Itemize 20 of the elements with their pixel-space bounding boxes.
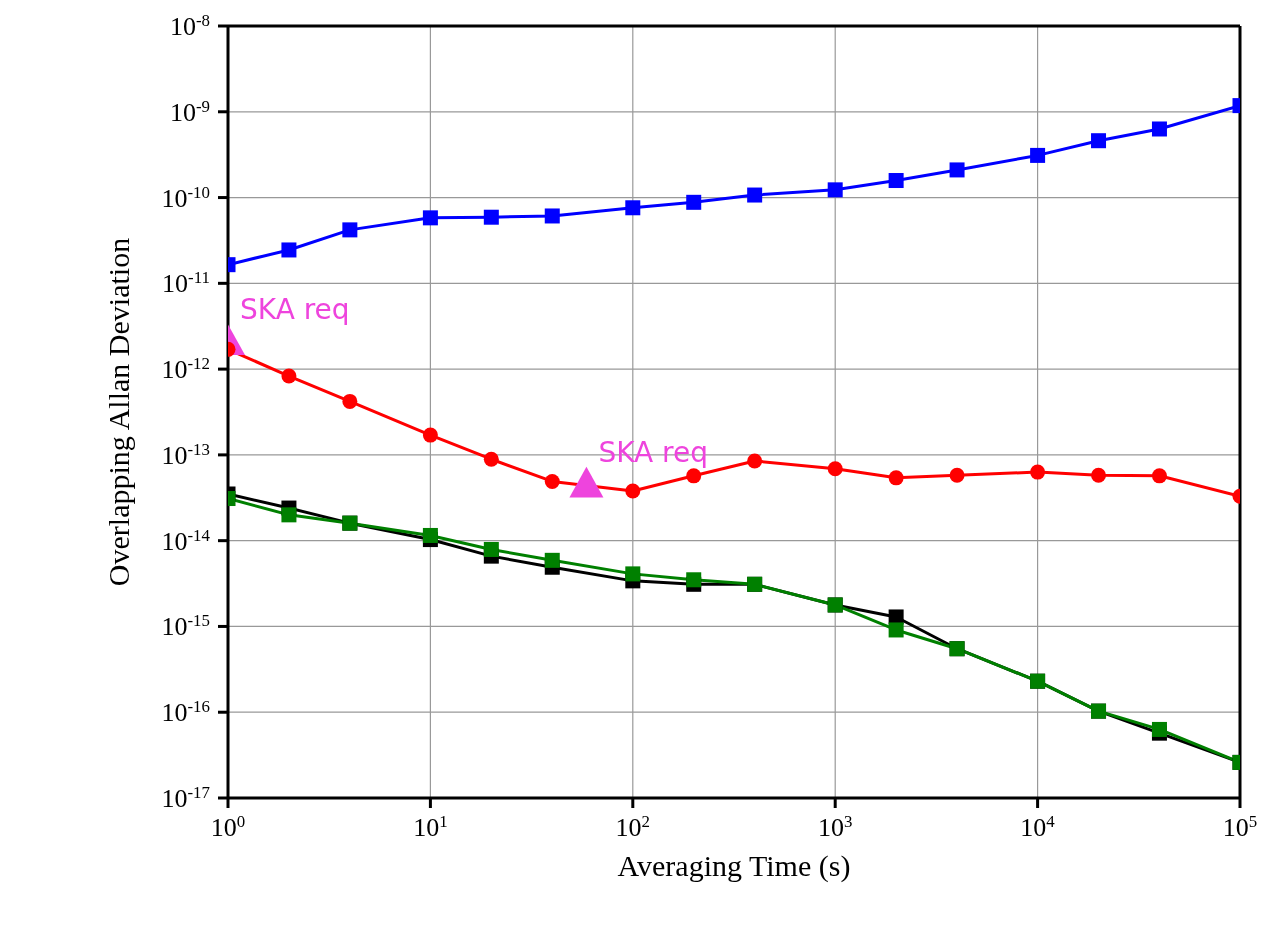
y-tick-label: 10$^{-8}$ bbox=[169, 10, 210, 41]
y-tick-label: 10$^{-10}$ bbox=[161, 182, 210, 213]
y-tick-label: 10$^{-15}$ bbox=[161, 610, 210, 642]
y-tick-label: 10$^{-16}$ bbox=[161, 696, 210, 728]
y-tick-label: 10$^{-14}$ bbox=[161, 525, 211, 556]
y-tick-label: 10$^{-11}$ bbox=[162, 267, 210, 299]
y-tick-label: 10$^{-9}$ bbox=[169, 96, 210, 127]
x-tick-label: 10$^{4}$ bbox=[1020, 811, 1056, 842]
x-tick-label: 10$^{0}$ bbox=[210, 811, 246, 842]
y-tick-label: 10$^{-13}$ bbox=[161, 439, 210, 470]
y-tick-label: 10$^{-12}$ bbox=[161, 353, 210, 385]
annotation: SKA req bbox=[240, 293, 350, 327]
x-tick-label: 10$^{1}$ bbox=[413, 811, 448, 842]
y-tick-label: 10$^{-17}$ bbox=[161, 782, 210, 813]
x-tick-label: 10$^{3}$ bbox=[817, 811, 853, 842]
annotation: SKA req bbox=[598, 435, 709, 469]
x-tick-label: 10$^{5}$ bbox=[1222, 811, 1258, 842]
x-tick-label: 10$^{2}$ bbox=[615, 811, 651, 842]
x-axis-title: Averaging Time (s) bbox=[617, 849, 851, 883]
y-axis-title: Overlapping Allan Deviation bbox=[101, 237, 135, 587]
